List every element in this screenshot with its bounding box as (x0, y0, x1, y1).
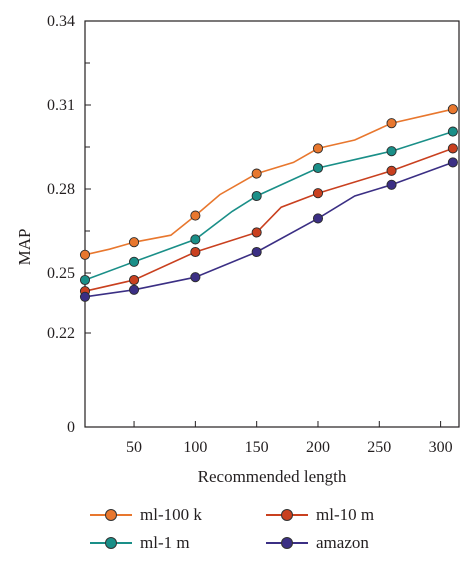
legend-swatch-ml-1m (90, 537, 132, 549)
series-point-3 (251, 246, 262, 258)
legend-item-amazon: amazon (266, 531, 369, 555)
series-point-0 (128, 237, 140, 248)
series-point-1 (251, 190, 262, 202)
series-point-2 (128, 274, 140, 286)
series-point-1 (312, 162, 324, 174)
legend-marker (105, 509, 117, 521)
x-tick-label: 300 (429, 439, 453, 456)
series-point-2 (447, 143, 458, 154)
series-point-0 (79, 249, 91, 260)
legend-label: ml-1 m (140, 533, 190, 552)
chart-legend: ml-100 k ml-10 m ml-1 m amazon (0, 498, 474, 564)
series-line-2 (84, 147, 454, 292)
y-tick-label: 0.31 (47, 97, 75, 114)
series-point-3 (190, 272, 201, 283)
series-point-1 (447, 126, 458, 137)
legend-swatch-amazon (266, 537, 308, 549)
y-tick-label: 0.22 (47, 325, 75, 342)
legend-swatch-ml-10m (266, 509, 308, 521)
x-axis-title: Recommended length (198, 467, 347, 486)
legend-marker (105, 537, 117, 549)
y-tick-label: 0.25 (47, 265, 75, 282)
series-point-3 (128, 284, 140, 295)
series-point-0 (447, 104, 458, 115)
series-point-1 (386, 146, 397, 157)
series-point-3 (386, 179, 397, 190)
series-point-3 (312, 213, 324, 224)
y-axis-title: MAP (15, 229, 34, 266)
legend-marker (281, 509, 293, 521)
x-tick-label: 100 (183, 439, 207, 456)
legend-swatch-ml-100k (90, 509, 132, 521)
series-point-0 (386, 118, 397, 129)
series-point-1 (190, 234, 201, 245)
x-tick-label: 50 (126, 439, 142, 456)
series-point-0 (251, 168, 262, 179)
series-point-2 (312, 188, 324, 199)
series-point-2 (190, 246, 201, 258)
series-line-3 (84, 161, 454, 298)
series-point-3 (79, 291, 91, 302)
series-point-3 (447, 157, 458, 168)
legend-item-ml-100k: ml-100 k (90, 503, 202, 527)
series-point-1 (79, 274, 91, 286)
series-line-1 (84, 130, 454, 281)
plot-frame (84, 20, 460, 428)
legend-marker (281, 537, 293, 549)
x-tick-label: 150 (245, 439, 269, 456)
x-tick-label: 200 (306, 439, 330, 456)
legend-item-ml-10m: ml-10 m (266, 503, 374, 527)
series-point-2 (386, 165, 397, 176)
legend-item-ml-1m: ml-1 m (90, 531, 190, 555)
legend-label: amazon (316, 533, 369, 552)
legend-label: ml-10 m (316, 505, 375, 524)
series-point-2 (251, 227, 262, 238)
y-tick-label: 0 (67, 419, 75, 436)
series-point-0 (190, 210, 201, 221)
series-point-0 (312, 143, 324, 154)
y-tick-label: 0.28 (47, 181, 75, 198)
series-point-1 (128, 256, 140, 267)
legend-label: ml-100 k (140, 505, 202, 524)
x-tick-label: 250 (367, 439, 391, 456)
chart-canvas: 50 100 150 200 250 300 0.25 0.28 0.31 0.34 0.22 0 R… (15, 13, 460, 486)
y-tick-label: 0.34 (47, 13, 75, 30)
